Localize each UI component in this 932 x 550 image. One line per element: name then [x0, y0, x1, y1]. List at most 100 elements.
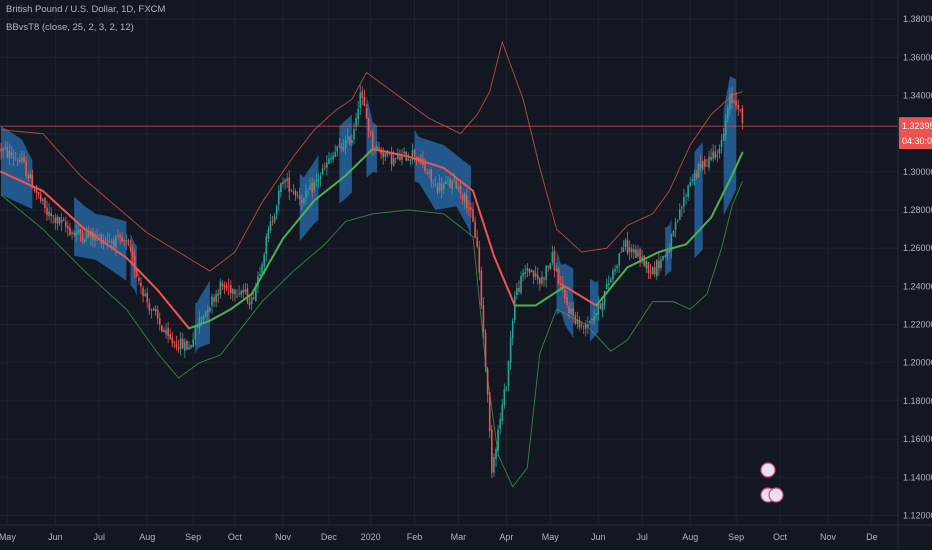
candle-body: [37, 192, 40, 195]
candle-body: [351, 140, 353, 144]
candle-body: [574, 315, 577, 324]
candle-body: [518, 288, 520, 292]
candle-body: [238, 293, 240, 295]
candle-body: [83, 239, 86, 243]
candle-body: [453, 178, 456, 180]
candle-body: [10, 152, 13, 156]
candle-body: [250, 297, 253, 304]
candle-body: [681, 207, 683, 209]
candle-body: [365, 108, 368, 119]
candle-body: [516, 287, 518, 295]
candle-body: [8, 150, 11, 159]
candle-body: [653, 266, 656, 275]
candle-body: [457, 186, 460, 190]
candle-body: [225, 285, 228, 288]
candle-body: [290, 190, 293, 192]
candle-body: [288, 177, 291, 192]
price-tag: [899, 117, 932, 150]
candle-body: [328, 158, 330, 164]
candle-body: [319, 175, 322, 180]
candle-body: [486, 368, 489, 395]
candle-body: [511, 320, 514, 339]
candle-body: [54, 217, 57, 223]
candle-body: [693, 173, 696, 181]
candle-body: [668, 250, 671, 253]
candle-body: [376, 145, 378, 151]
candle-body: [432, 182, 435, 184]
candle-body: [695, 173, 698, 178]
candle-body: [620, 251, 623, 253]
squeeze-region: [339, 114, 352, 204]
candle-body: [470, 207, 472, 210]
price-axis-tick-label: 1.14000: [903, 472, 932, 482]
candle-body: [595, 313, 598, 315]
candle-body: [313, 182, 316, 191]
candle-body: [722, 133, 725, 141]
candle-body: [534, 273, 537, 277]
candle-body: [735, 100, 737, 106]
candle-body: [110, 241, 113, 243]
candle-body: [296, 195, 299, 196]
candle-body: [163, 329, 165, 333]
candle-body: [503, 388, 506, 405]
candle-body: [484, 332, 487, 367]
candle-body: [184, 341, 186, 351]
candle-body: [394, 158, 397, 159]
candle-body: [217, 293, 220, 296]
candle-body: [480, 270, 483, 306]
candle-body: [244, 289, 247, 292]
candle-body: [507, 360, 510, 387]
candle-body: [384, 153, 387, 157]
candle-body: [562, 283, 564, 289]
moving-average-segment: [739, 151, 744, 159]
candle-body: [323, 166, 326, 168]
candle-body: [699, 163, 702, 168]
candle-body: [724, 119, 727, 136]
candle-body: [311, 182, 314, 193]
indicator-label[interactable]: BBvsT8 (close, 25, 2, 3, 2, 12): [6, 22, 134, 33]
candle-body: [683, 197, 685, 207]
candle-body: [46, 207, 48, 216]
candle-body: [142, 287, 144, 296]
candle-body: [584, 324, 587, 329]
candle-body: [315, 179, 318, 181]
candle-body: [75, 232, 78, 237]
time-axis-tick-label: De: [866, 532, 878, 542]
event-badge-icon[interactable]: [760, 462, 776, 478]
candle-body: [397, 154, 399, 159]
candle-body: [497, 429, 499, 451]
candle-body: [271, 221, 274, 222]
candle-body: [361, 91, 364, 98]
time-axis-tick-label: Jun: [48, 532, 63, 542]
candle-body: [622, 247, 625, 253]
candle-body: [215, 293, 217, 302]
candle-body: [658, 261, 660, 269]
candle-body: [146, 292, 149, 303]
candle-body: [566, 296, 568, 305]
candle-body: [52, 215, 55, 217]
candle-body: [549, 263, 552, 270]
candle-body: [607, 283, 610, 285]
candle-body: [14, 158, 17, 160]
candle-body: [593, 316, 595, 322]
candle-body: [58, 216, 61, 224]
candle-body: [461, 195, 464, 201]
candle-body: [286, 178, 288, 182]
candle-body: [280, 183, 282, 192]
candle-body: [712, 151, 714, 159]
candle-body: [342, 146, 345, 150]
candle-body: [140, 282, 142, 287]
moving-average-segment: [480, 215, 485, 225]
event-badge-icon[interactable]: [768, 487, 784, 503]
candle-body: [344, 140, 347, 149]
candle-body: [424, 162, 426, 172]
candle-body: [468, 208, 470, 210]
candle-body: [737, 104, 740, 110]
candle-body: [69, 227, 71, 235]
candle-body: [242, 290, 245, 293]
candle-body: [161, 325, 163, 332]
candle-body: [401, 154, 403, 160]
candle-body: [12, 156, 15, 159]
candle-body: [718, 148, 721, 154]
